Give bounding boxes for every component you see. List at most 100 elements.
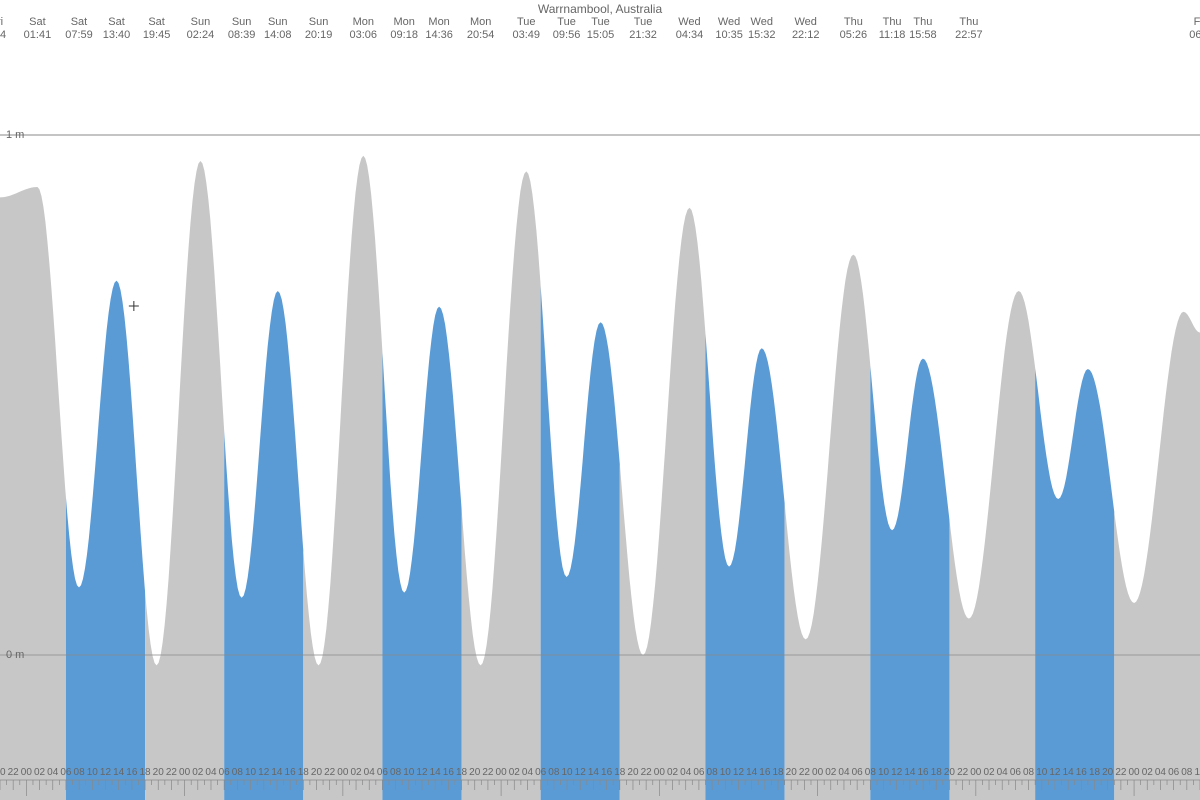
x-axis-hour-label: 20 bbox=[311, 767, 322, 778]
x-axis-hour-label: 04 bbox=[1155, 767, 1166, 778]
x-axis-hour-label: 04 bbox=[997, 767, 1008, 778]
x-axis-hour-label: 08 bbox=[232, 767, 243, 778]
x-axis-hour-label: 12 bbox=[733, 767, 744, 778]
x-axis-hour-label: 06 bbox=[219, 767, 230, 778]
x-axis-hour-label: 16 bbox=[126, 767, 137, 778]
top-time-label: Sun02:24 bbox=[187, 16, 215, 42]
x-axis-hour-label: 14 bbox=[1063, 767, 1074, 778]
top-time-label: Mon20:54 bbox=[467, 16, 495, 42]
x-axis-hour-label: 06 bbox=[852, 767, 863, 778]
top-time-label: Tue09:56 bbox=[553, 16, 581, 42]
x-axis-hour-label: 10 bbox=[561, 767, 572, 778]
x-axis-hour-label: 22 bbox=[8, 767, 19, 778]
top-time-label: Sun08:39 bbox=[228, 16, 256, 42]
x-axis-hour-label: 18 bbox=[1089, 767, 1100, 778]
x-axis-hour-label: 18 bbox=[139, 767, 150, 778]
x-axis-hour-label: 20 bbox=[0, 767, 6, 778]
top-time-label: Wed10:35 bbox=[715, 16, 743, 42]
x-axis-hour-label: 22 bbox=[641, 767, 652, 778]
x-axis-hour-label: 20 bbox=[153, 767, 164, 778]
x-axis-hour-label: 16 bbox=[601, 767, 612, 778]
x-axis-hour-label: 20 bbox=[786, 767, 797, 778]
x-axis-hour-label: 04 bbox=[838, 767, 849, 778]
x-axis-hour-label: 12 bbox=[258, 767, 269, 778]
chart-svg bbox=[0, 0, 1200, 800]
x-axis-hour-label: 00 bbox=[1129, 767, 1140, 778]
x-axis-hour-label: 04 bbox=[47, 767, 58, 778]
x-axis-hour-label: 02 bbox=[983, 767, 994, 778]
x-axis-hour-label: 00 bbox=[812, 767, 823, 778]
top-time-label: Wed04:34 bbox=[676, 16, 704, 42]
x-axis-hour-label: 16 bbox=[443, 767, 454, 778]
x-axis-hour-label: 10 bbox=[1194, 767, 1200, 778]
x-axis-hour-label: 08 bbox=[548, 767, 559, 778]
x-axis-hour-label: 00 bbox=[970, 767, 981, 778]
x-axis-hour-label: 04 bbox=[680, 767, 691, 778]
chart-title: Warrnambool, Australia bbox=[0, 2, 1200, 16]
x-axis-hour-label: 10 bbox=[878, 767, 889, 778]
x-axis-hour-label: 18 bbox=[614, 767, 625, 778]
x-axis-hour-label: 14 bbox=[113, 767, 124, 778]
x-axis-hour-label: 12 bbox=[891, 767, 902, 778]
x-axis-hour-label: 12 bbox=[416, 767, 427, 778]
top-time-labels: ri14Sat01:41Sat07:59Sat13:40Sat19:45Sun0… bbox=[0, 16, 1200, 48]
x-axis-hour-label: 14 bbox=[746, 767, 757, 778]
x-axis-hour-label: 14 bbox=[588, 767, 599, 778]
x-axis-hour-label: 18 bbox=[772, 767, 783, 778]
x-axis-hour-label: 16 bbox=[918, 767, 929, 778]
x-axis-hour-label: 12 bbox=[100, 767, 111, 778]
top-time-label: Sun20:19 bbox=[305, 16, 333, 42]
x-axis-hour-label: 06 bbox=[60, 767, 71, 778]
x-axis-hour-label: 08 bbox=[707, 767, 718, 778]
top-time-label: Tue21:32 bbox=[629, 16, 657, 42]
top-time-label: Thu15:58 bbox=[909, 16, 937, 42]
top-time-label: Sun14:08 bbox=[264, 16, 292, 42]
tide-chart: Warrnambool, Australia ri14 Sat01:41 Sat07… bbox=[0, 0, 1200, 800]
top-time-label: Wed22:12 bbox=[792, 16, 820, 42]
x-axis-hour-label: 06 bbox=[1010, 767, 1021, 778]
x-axis-hour-label: 18 bbox=[931, 767, 942, 778]
x-axis-hour-label: 18 bbox=[456, 767, 467, 778]
x-axis-hour-label: 10 bbox=[720, 767, 731, 778]
x-axis-hour-label: 14 bbox=[904, 767, 915, 778]
top-time-label: Fri06:3 bbox=[1189, 16, 1200, 42]
x-axis-hour-label: 16 bbox=[1076, 767, 1087, 778]
top-time-label: Tue15:05 bbox=[587, 16, 615, 42]
x-axis-hour-label: 00 bbox=[496, 767, 507, 778]
x-axis-hour-label: 10 bbox=[403, 767, 414, 778]
top-time-label: Sat07:59 bbox=[65, 16, 93, 42]
x-axis-hour-label: 22 bbox=[482, 767, 493, 778]
top-time-label: Sat19:45 bbox=[143, 16, 171, 42]
top-time-label: Thu05:26 bbox=[840, 16, 868, 42]
x-axis-hour-label: 02 bbox=[509, 767, 520, 778]
x-axis-hour-label: 06 bbox=[1168, 767, 1179, 778]
x-axis-hour-label: 00 bbox=[654, 767, 665, 778]
x-axis-hour-label: 04 bbox=[364, 767, 375, 778]
top-time-label: Sat01:41 bbox=[24, 16, 52, 42]
x-axis-hour-label: 00 bbox=[337, 767, 348, 778]
x-axis-hour-label: 00 bbox=[21, 767, 32, 778]
x-axis-hour-label: 16 bbox=[285, 767, 296, 778]
x-axis-hour-label: 02 bbox=[350, 767, 361, 778]
x-axis-hour-label: 06 bbox=[535, 767, 546, 778]
x-axis-hour-label: 22 bbox=[957, 767, 968, 778]
top-time-label: Mon14:36 bbox=[425, 16, 453, 42]
x-axis-hour-label: 12 bbox=[1049, 767, 1060, 778]
top-time-label: Thu11:18 bbox=[879, 16, 906, 42]
x-axis-hour-label: 22 bbox=[166, 767, 177, 778]
x-axis-hour-label: 08 bbox=[1023, 767, 1034, 778]
top-time-label: Tue03:49 bbox=[513, 16, 541, 42]
x-axis-hour-label: 14 bbox=[271, 767, 282, 778]
x-axis-hour-label: 02 bbox=[34, 767, 45, 778]
x-axis-hour-label: 22 bbox=[799, 767, 810, 778]
x-axis-hour-label: 08 bbox=[865, 767, 876, 778]
x-axis-hour-label: 12 bbox=[575, 767, 586, 778]
x-axis-hour-label: 14 bbox=[430, 767, 441, 778]
x-axis-hour-label: 08 bbox=[74, 767, 85, 778]
top-time-label: Thu22:57 bbox=[955, 16, 983, 42]
x-axis-hour-label: 20 bbox=[469, 767, 480, 778]
top-time-label: Mon03:06 bbox=[350, 16, 378, 42]
x-axis-hour-label: 16 bbox=[759, 767, 770, 778]
top-time-label: ri14 bbox=[0, 16, 6, 42]
x-axis-hour-label: 02 bbox=[1142, 767, 1153, 778]
